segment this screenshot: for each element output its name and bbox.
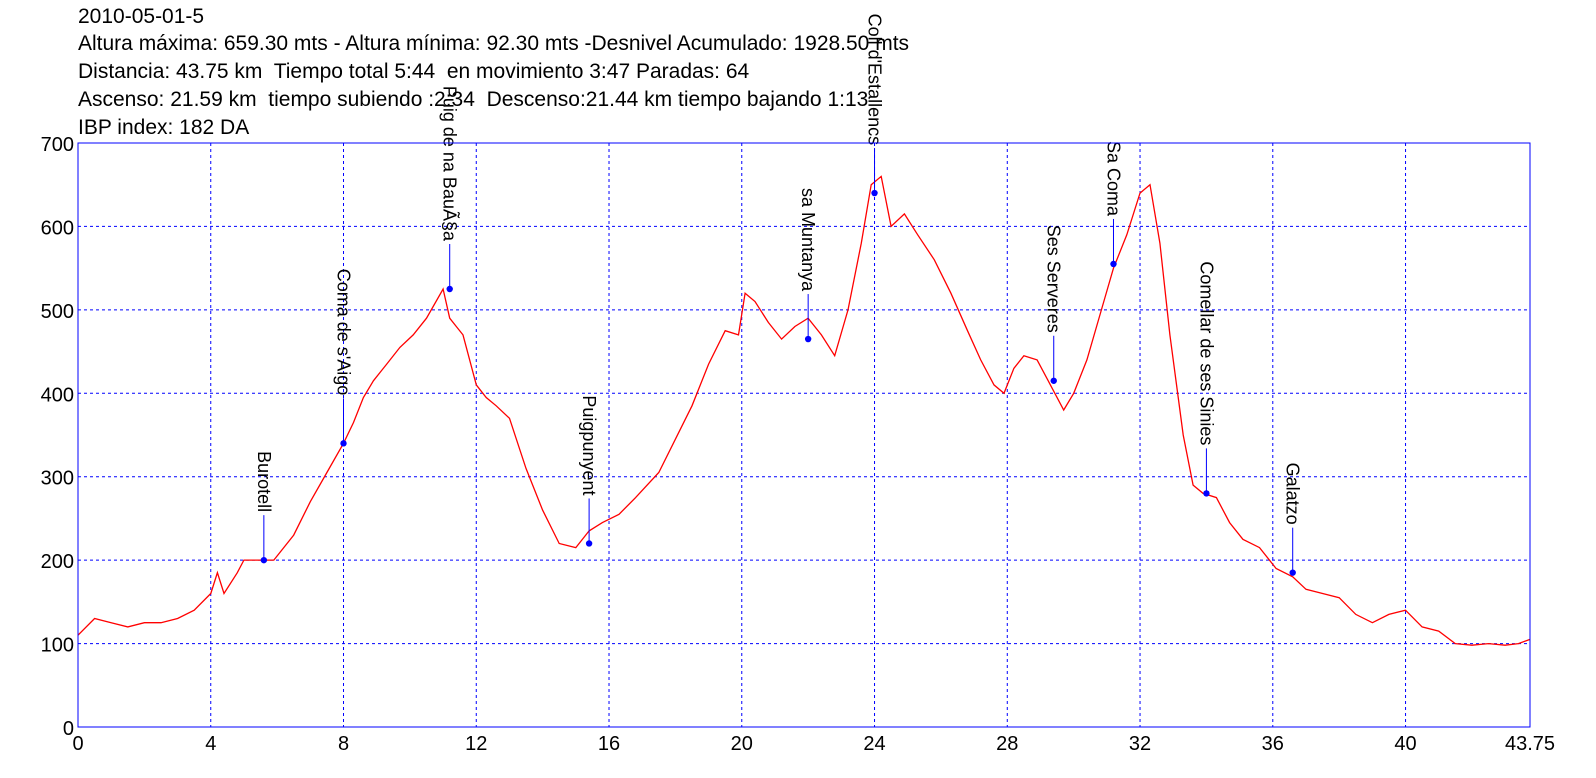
x-tick-label: 4: [205, 733, 216, 755]
waypoint-marker: [446, 285, 453, 293]
waypoint-label: Puigpunyent: [579, 395, 599, 495]
track-date: 2010-05-01-5: [78, 5, 205, 28]
x-tick-label: 43.75: [1505, 733, 1555, 755]
plot-frame: [77, 142, 1531, 728]
ibp-index: IBP index: 182 DA: [78, 116, 250, 139]
x-tick-label: 40: [1394, 733, 1416, 755]
x-tick-label: 32: [1129, 733, 1151, 755]
elevation-series: [77, 175, 1531, 646]
x-axis: 0 4 8 12 16 20 24 28 32 36 40 43.75: [72, 733, 1555, 755]
x-tick-label: 36: [1262, 733, 1284, 755]
waypoint-marker: [1110, 260, 1117, 268]
y-tick-label: 600: [41, 217, 74, 239]
x-tick-label: 20: [731, 733, 753, 755]
altitude-summary: Altura máxima: 659.30 mts - Altura mínim…: [78, 32, 910, 55]
y-tick-label: 700: [41, 134, 74, 156]
waypoint-marker: [1289, 569, 1296, 576]
waypoint-markers: Burotell Coma de s'Aigo Puig de na BauÃ§a P…: [254, 14, 1303, 576]
y-axis: 0 100 200 300 400 500 600 700: [41, 134, 74, 740]
waypoint-marker: [871, 189, 878, 197]
waypoint-label: Coll d'Estallencs: [865, 14, 885, 146]
waypoint-marker: [804, 335, 812, 343]
waypoint-label: Sa Coma: [1104, 141, 1124, 217]
grid: [78, 143, 1530, 727]
x-tick-label: 12: [465, 733, 487, 755]
waypoint-label: Puig de na BauÃ§a: [440, 86, 461, 242]
x-tick-label: 16: [598, 733, 620, 755]
waypoint-marker: [1203, 490, 1210, 497]
waypoint-marker: [1050, 377, 1057, 384]
waypoint-label: Coma de s'Aigo: [334, 269, 354, 396]
waypoint-label: Ses Serveres: [1044, 225, 1064, 333]
waypoint-marker: [340, 440, 347, 447]
x-tick-label: 24: [863, 733, 885, 755]
x-tick-label: 0: [72, 733, 83, 755]
waypoint-marker: [585, 540, 593, 547]
y-tick-label: 400: [41, 384, 74, 406]
waypoint-marker: [260, 556, 268, 564]
y-tick-label: 500: [41, 301, 74, 323]
waypoint-label: Burotell: [254, 451, 274, 512]
y-tick-label: 100: [41, 635, 74, 657]
y-tick-label: 300: [41, 468, 74, 490]
ascent-summary: Ascenso: 21.59 km tiempo subiendo :2:34 …: [78, 88, 869, 111]
x-tick-label: 8: [338, 733, 349, 755]
y-tick-label: 0: [63, 718, 74, 740]
y-tick-label: 200: [41, 551, 74, 573]
distance-summary: Distancia: 43.75 km Tiempo total 5:44 en…: [78, 60, 750, 83]
waypoint-label: Comellar de ses Sinies: [1196, 261, 1216, 445]
x-tick-label: 28: [996, 733, 1018, 755]
elevation-line: [77, 175, 1531, 646]
waypoint-label: sa Muntanya: [798, 188, 818, 292]
waypoint-label: Galatzo: [1283, 463, 1303, 525]
